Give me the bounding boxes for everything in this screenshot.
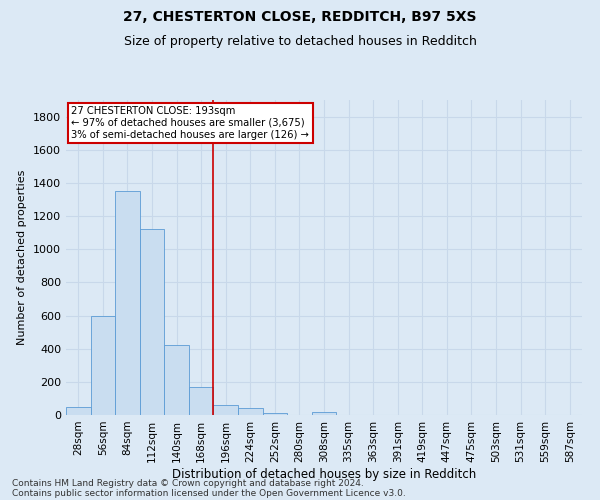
Bar xyxy=(91,316,115,415)
Bar xyxy=(214,405,238,415)
Text: 27, CHESTERTON CLOSE, REDDITCH, B97 5XS: 27, CHESTERTON CLOSE, REDDITCH, B97 5XS xyxy=(123,10,477,24)
Text: Contains public sector information licensed under the Open Government Licence v3: Contains public sector information licen… xyxy=(12,488,406,498)
Bar xyxy=(312,412,336,415)
Y-axis label: Number of detached properties: Number of detached properties xyxy=(17,170,28,345)
Bar xyxy=(164,344,189,415)
Bar xyxy=(263,412,287,415)
Text: 27 CHESTERTON CLOSE: 193sqm
← 97% of detached houses are smaller (3,675)
3% of s: 27 CHESTERTON CLOSE: 193sqm ← 97% of det… xyxy=(71,106,309,140)
Bar xyxy=(238,408,263,415)
X-axis label: Distribution of detached houses by size in Redditch: Distribution of detached houses by size … xyxy=(172,468,476,480)
Bar xyxy=(66,406,91,415)
Bar xyxy=(115,191,140,415)
Bar xyxy=(189,387,214,415)
Text: Size of property relative to detached houses in Redditch: Size of property relative to detached ho… xyxy=(124,35,476,48)
Bar xyxy=(140,230,164,415)
Text: Contains HM Land Registry data © Crown copyright and database right 2024.: Contains HM Land Registry data © Crown c… xyxy=(12,478,364,488)
